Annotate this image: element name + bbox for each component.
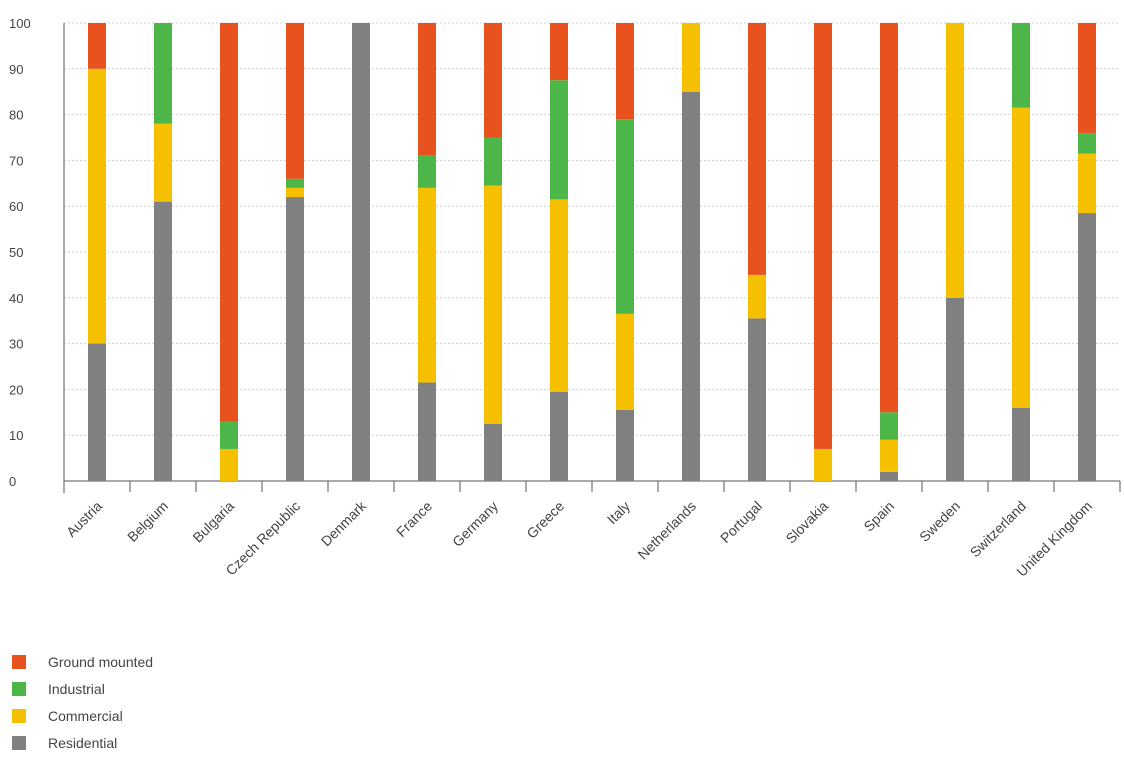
bar-segment-ground-mounted (616, 23, 634, 120)
x-tick-label: Sweden (916, 498, 963, 545)
bar-segment-residential (682, 91, 700, 481)
bar-segment-residential (616, 410, 634, 481)
bar-segment-commercial (748, 274, 766, 319)
bar-segment-ground-mounted (880, 23, 898, 413)
bar-segment-residential (1078, 213, 1096, 481)
bar-segment-residential (418, 382, 436, 481)
bar-segment-commercial (946, 23, 964, 298)
bar-segment-commercial (1012, 107, 1030, 408)
bar-segment-commercial (550, 199, 568, 392)
bar-segment-residential (880, 471, 898, 481)
x-tick-label: Germany (449, 498, 501, 550)
bar-segment-industrial (418, 155, 436, 188)
x-tick-label: France (393, 498, 435, 540)
bar-segment-residential (154, 201, 172, 481)
bar-segment-ground-mounted (1078, 23, 1096, 133)
bar-segment-industrial (616, 119, 634, 314)
legend-item-industrial: Industrial (12, 675, 153, 702)
bar-segment-industrial (880, 412, 898, 440)
bar-segment-residential (88, 343, 106, 481)
legend-label: Residential (48, 734, 118, 751)
x-tick-label: Netherlands (634, 498, 699, 563)
legend-label: Ground mounted (48, 653, 154, 670)
bar-segment-residential (286, 197, 304, 482)
bar-segment-commercial (682, 23, 700, 92)
x-tick-label: Italy (604, 498, 633, 527)
legend-swatch (12, 708, 26, 723)
legend-item-ground-mounted: Ground mounted (12, 648, 153, 675)
x-tick-label: Slovakia (782, 498, 831, 547)
legend-label: Industrial (48, 680, 105, 697)
bar-segment-commercial (880, 439, 898, 472)
bar-segment-commercial (1078, 153, 1096, 214)
bar-segment-industrial (484, 137, 502, 186)
y-tick-label: 60 (9, 199, 23, 214)
x-tick-label: Greece (523, 498, 567, 542)
legend-swatch (12, 735, 26, 750)
bar-segment-ground-mounted (748, 23, 766, 275)
legend-swatch (12, 654, 26, 669)
bar-segment-industrial (550, 80, 568, 200)
y-tick-label: 50 (9, 245, 23, 260)
x-tick-label: Switzerland (967, 498, 1029, 560)
y-tick-label: 10 (9, 428, 23, 443)
legend-item-commercial: Commercial (12, 702, 153, 729)
bar-segment-commercial (814, 448, 832, 481)
bar-segment-ground-mounted (286, 23, 304, 179)
y-tick-label: 70 (9, 153, 23, 168)
bar-segment-ground-mounted (550, 23, 568, 81)
y-tick-label: 0 (9, 474, 16, 489)
bar-segment-ground-mounted (220, 23, 238, 422)
x-tick-label: Spain (860, 498, 897, 535)
x-tick-label: Portugal (717, 498, 765, 546)
legend-item-residential: Residential (12, 729, 153, 756)
bar-segment-commercial (154, 123, 172, 202)
bar-segment-ground-mounted (88, 23, 106, 69)
y-tick-label: 20 (9, 382, 23, 397)
bar-segment-industrial (1012, 23, 1030, 108)
bar-segment-ground-mounted (418, 23, 436, 156)
x-tick-label: Belgium (124, 498, 171, 545)
y-tick-label: 90 (9, 62, 23, 77)
bar-segment-industrial (1078, 132, 1096, 154)
bar-segment-residential (946, 297, 964, 481)
bar-segment-commercial (220, 448, 238, 481)
bar-segment-residential (352, 23, 370, 481)
chart-legend: Ground mounted Industrial Commercial Res… (12, 648, 153, 756)
bar-segment-residential (484, 423, 502, 481)
stacked-bar-chart: 0 10 20 30 40 50 60 70 80 90 100 Austria Belgium Bulg… (9, 16, 1121, 580)
bar-segment-commercial (616, 313, 634, 411)
y-tick-label: 40 (9, 291, 23, 306)
y-tick-label: 100 (9, 16, 31, 31)
bar-segment-industrial (154, 23, 172, 124)
x-tick-label: Austria (63, 498, 105, 540)
bar-segment-commercial (418, 187, 436, 383)
x-tick-label: Bulgaria (189, 498, 237, 546)
legend-label: Commercial (48, 707, 123, 724)
bar-segment-residential (748, 318, 766, 481)
bar-segment-industrial (286, 178, 304, 188)
bar-segment-industrial (220, 421, 238, 449)
bar-segment-commercial (484, 185, 502, 424)
bar-segment-commercial (88, 68, 106, 344)
x-tick-label: Denmark (318, 497, 370, 549)
bar-segment-ground-mounted (484, 23, 502, 138)
y-tick-label: 30 (9, 337, 23, 352)
bar-segment-residential (1012, 407, 1030, 481)
bar-segment-residential (550, 391, 568, 481)
legend-swatch (12, 681, 26, 696)
bar-segment-ground-mounted (814, 23, 832, 449)
bar-segment-commercial (286, 187, 304, 198)
y-tick-label: 80 (9, 108, 23, 123)
